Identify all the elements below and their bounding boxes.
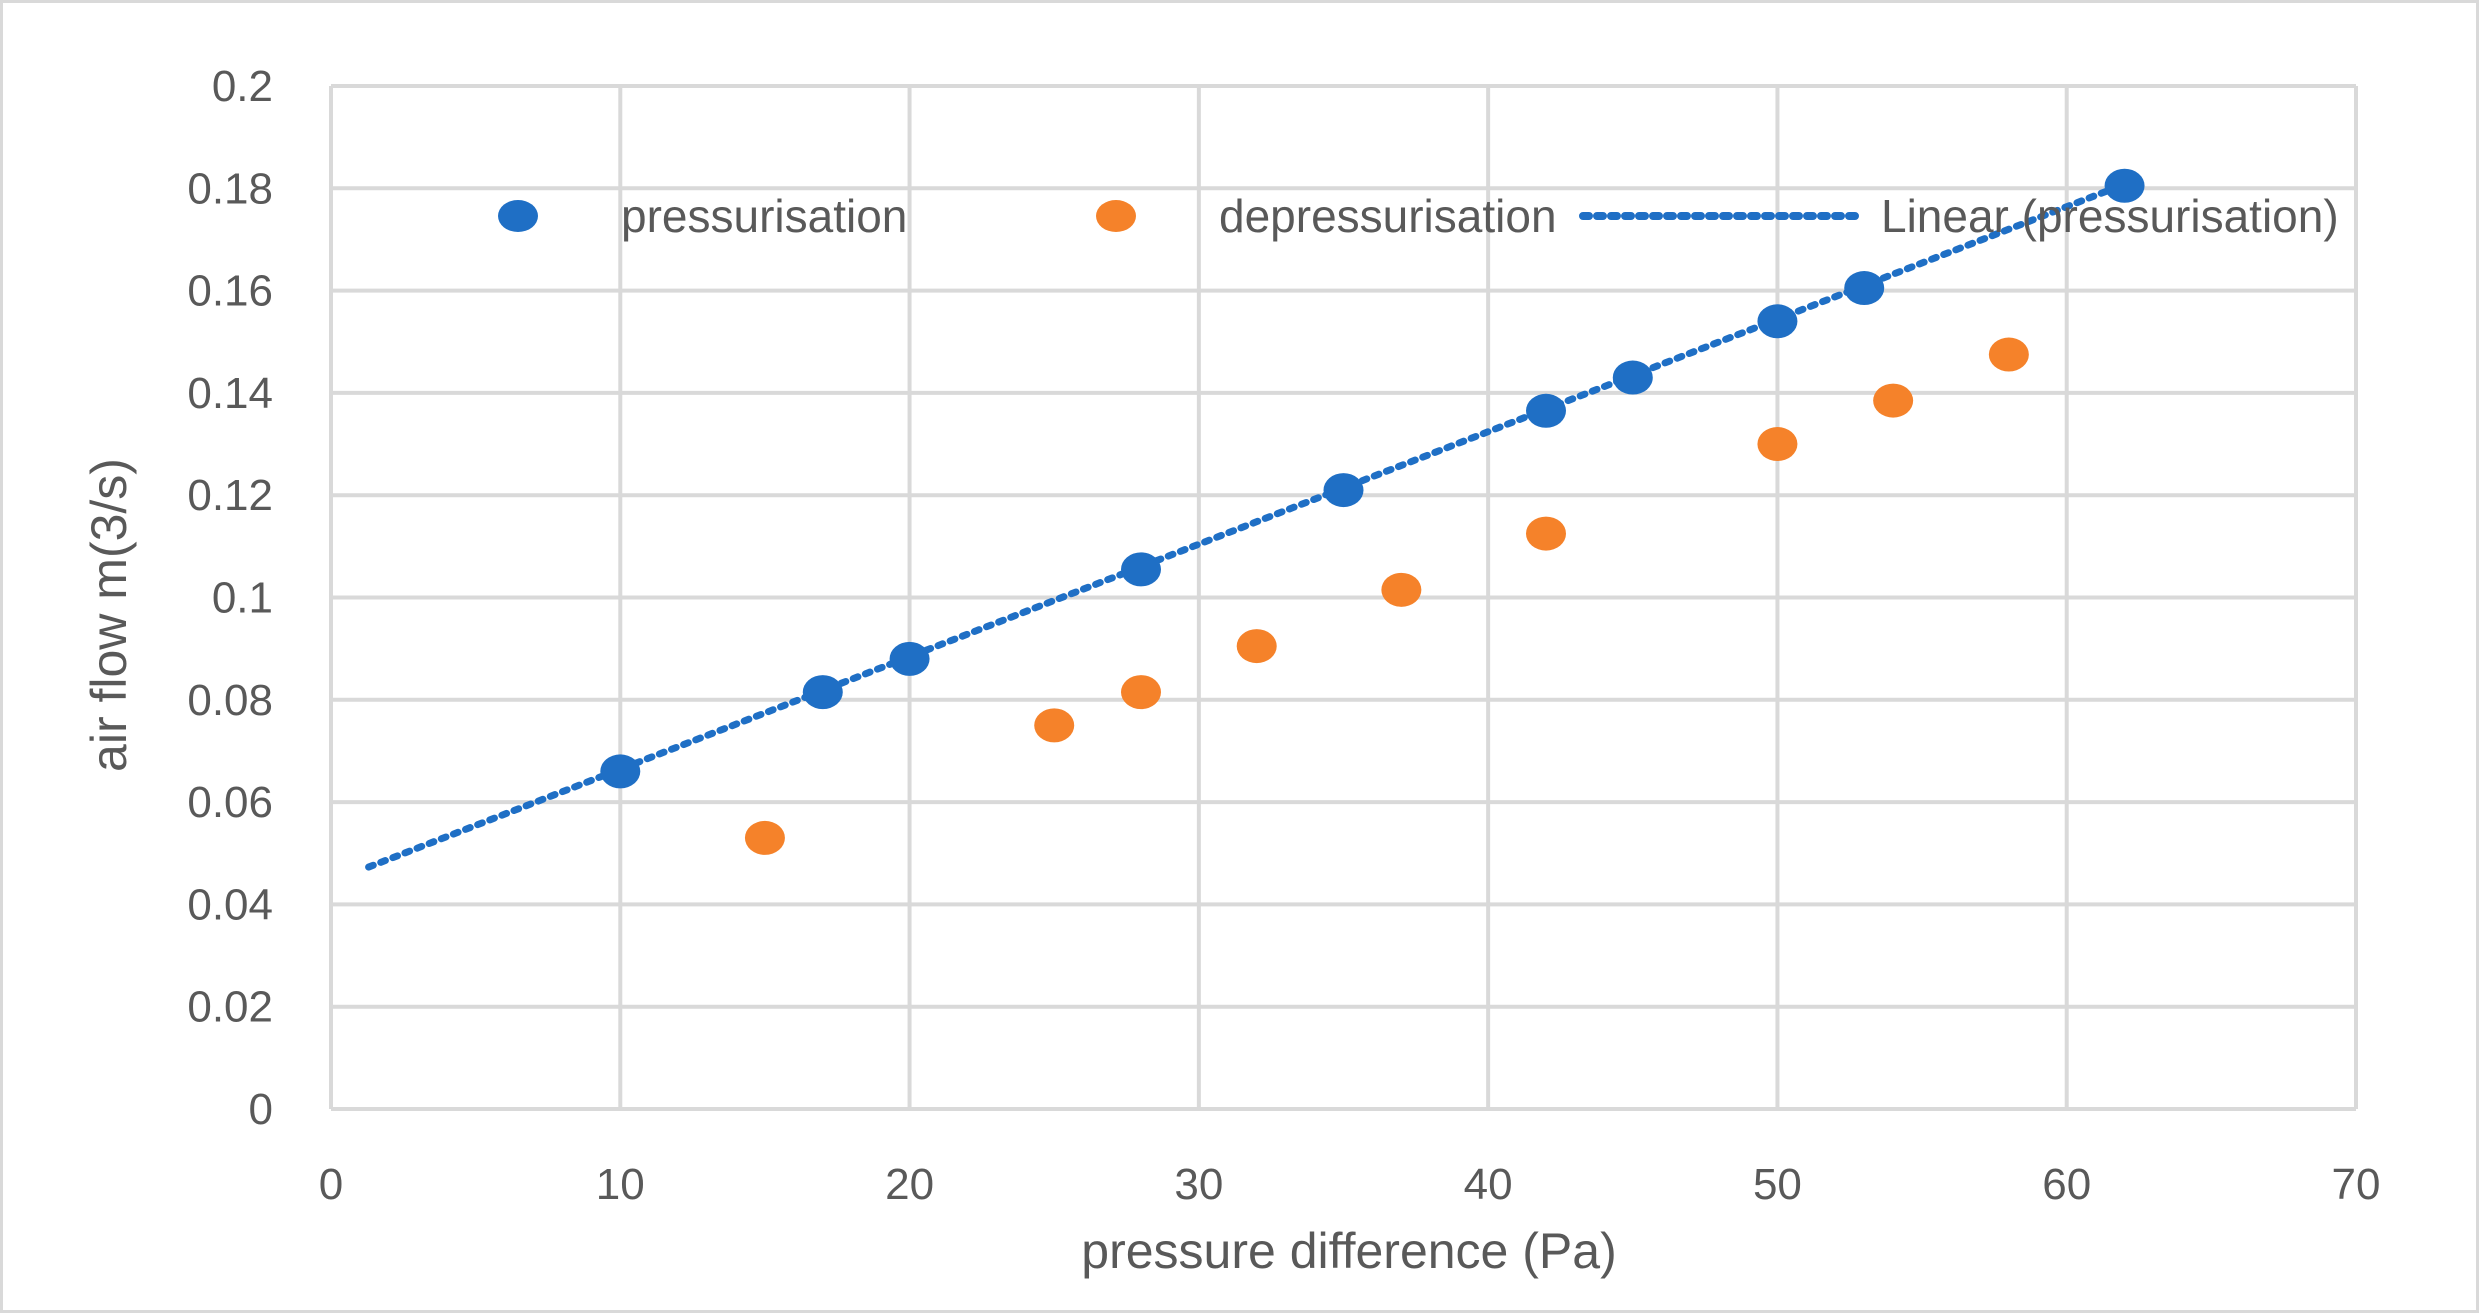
point-depressurisation — [1121, 675, 1161, 710]
point-depressurisation — [1757, 427, 1798, 462]
y-tick-label: 0.18 — [187, 164, 273, 213]
x-tick-label: 30 — [1174, 1160, 1223, 1209]
trendline-pressurisation — [365, 180, 2129, 871]
point-depressurisation — [1873, 383, 1914, 418]
y-tick-label: 0.02 — [187, 983, 273, 1032]
point-depressurisation — [1236, 629, 1277, 664]
y-tick-label: 0.04 — [187, 880, 273, 929]
point-pressurisation — [802, 675, 843, 710]
point-depressurisation — [1988, 337, 2029, 372]
point-pressurisation — [1844, 271, 1885, 306]
legend-label-pressurisation: pressurisation — [621, 190, 907, 242]
x-tick-label: 10 — [596, 1160, 645, 1209]
y-tick-label: 0.06 — [187, 778, 273, 827]
point-depressurisation — [744, 820, 785, 855]
y-tick-label: 0.14 — [187, 369, 273, 418]
y-tick-label: 0.12 — [187, 471, 273, 520]
y-tick-label: 0 — [249, 1085, 273, 1134]
trendline-layer — [365, 180, 2129, 871]
x-tick-label: 60 — [2042, 1160, 2091, 1209]
point-pressurisation — [1121, 552, 1161, 587]
x-tick-label: 40 — [1464, 1160, 1513, 1209]
x-tick-label: 20 — [885, 1160, 934, 1209]
point-pressurisation — [1757, 304, 1798, 339]
point-pressurisation — [1526, 393, 1566, 428]
x-tick-label: 70 — [2332, 1160, 2381, 1209]
point-pressurisation — [600, 754, 641, 789]
legend: pressurisation depressurisation Linear (… — [498, 190, 2339, 242]
scatter-chart: 0 0.02 0.04 0.06 0.08 0.1 0.12 0.14 0.16 0.18 0.2 0… — [81, 62, 2380, 1279]
y-tick-label: 0.1 — [212, 574, 273, 623]
point-pressurisation — [889, 641, 930, 676]
legend-label-depressurisation: depressurisation — [1219, 190, 1557, 242]
y-axis-title: air flow m(3/s) — [81, 458, 137, 772]
point-pressurisation — [1612, 360, 1653, 395]
y-tick-label: 0.08 — [187, 676, 273, 725]
point-depressurisation — [1381, 572, 1422, 607]
tick-labels: 0 0.02 0.04 0.06 0.08 0.1 0.12 0.14 0.16 0.18 0.2 0… — [187, 62, 2380, 1209]
y-tick-label: 0.2 — [212, 62, 273, 111]
legend-marker-depressurisation — [1096, 200, 1136, 232]
x-tick-label: 50 — [1753, 1160, 1802, 1209]
x-tick-label: 0 — [319, 1160, 343, 1209]
y-tick-label: 0.16 — [187, 267, 273, 316]
point-depressurisation — [1034, 708, 1075, 743]
point-depressurisation — [1526, 516, 1566, 551]
legend-marker-pressurisation — [498, 200, 538, 232]
grid-layer — [329, 84, 2358, 1111]
point-pressurisation — [2104, 168, 2145, 203]
legend-label-trendline: Linear (pressurisation) — [1881, 190, 2339, 242]
data-points — [600, 168, 2145, 855]
x-axis-title: pressure difference (Pa) — [1081, 1223, 1616, 1279]
point-pressurisation — [1323, 473, 1364, 508]
